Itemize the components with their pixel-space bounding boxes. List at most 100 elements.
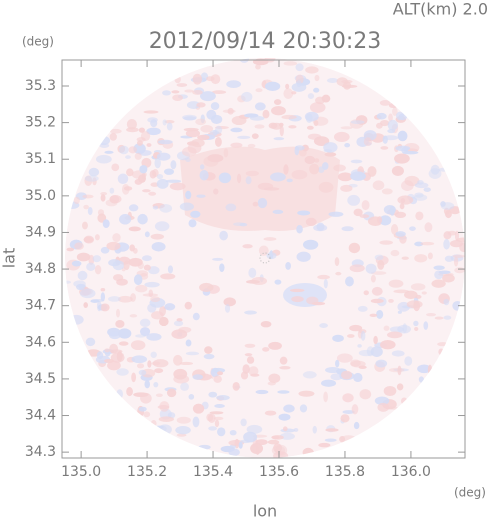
echo-speckle bbox=[95, 154, 112, 164]
echo-speckle bbox=[86, 262, 96, 272]
echo-speckle bbox=[213, 375, 222, 383]
echo-speckle bbox=[157, 139, 173, 145]
echo-speckle bbox=[379, 100, 391, 106]
echo-speckle bbox=[357, 344, 362, 348]
echo-speckle bbox=[118, 328, 132, 339]
echo-speckle bbox=[373, 335, 378, 345]
echo-speckle bbox=[294, 145, 305, 151]
echo-speckle bbox=[184, 89, 194, 93]
echo-speckle bbox=[217, 427, 226, 437]
echo-speckle bbox=[328, 211, 344, 217]
echo-speckle bbox=[210, 114, 223, 124]
echo-speckle bbox=[210, 102, 220, 111]
echo-speckle bbox=[97, 209, 105, 216]
echo-speckle bbox=[162, 119, 167, 126]
echo-speckle bbox=[143, 411, 151, 418]
echo-speckle bbox=[387, 119, 398, 131]
echo-speckle bbox=[164, 119, 175, 124]
echo-speckle bbox=[320, 379, 337, 387]
echo-speckle bbox=[179, 202, 194, 211]
echo-speckle bbox=[404, 290, 418, 299]
echo-speckle bbox=[244, 343, 256, 348]
echo-speckle bbox=[213, 416, 224, 421]
echo-speckle bbox=[283, 88, 294, 99]
echo-speckle bbox=[152, 205, 159, 210]
echo-speckle bbox=[363, 290, 369, 296]
echo-speckle bbox=[309, 163, 320, 175]
echo-speckle bbox=[169, 182, 186, 191]
echo-speckle bbox=[237, 135, 251, 140]
echo-speckle bbox=[388, 298, 394, 303]
echo-speckle bbox=[111, 163, 120, 172]
echo-speckle bbox=[414, 241, 424, 247]
echo-speckle bbox=[73, 196, 80, 205]
echo-speckle bbox=[347, 194, 361, 206]
echo-speckle bbox=[335, 359, 340, 368]
echo-speckle bbox=[336, 77, 348, 87]
echo-speckle bbox=[155, 393, 163, 398]
echo-speckle bbox=[203, 353, 215, 360]
echo-speckle bbox=[239, 58, 249, 63]
echo-speckle bbox=[242, 364, 250, 374]
echo-speckle bbox=[267, 439, 280, 445]
echo-speckle bbox=[144, 231, 150, 238]
echo-speckle bbox=[215, 125, 223, 135]
echo-speckle bbox=[423, 321, 429, 330]
echo-speckle bbox=[273, 451, 289, 458]
echo-speckle bbox=[254, 102, 266, 111]
echo-speckle bbox=[426, 313, 437, 317]
echo-speckle bbox=[443, 239, 450, 250]
echo-speckle bbox=[210, 74, 221, 85]
echo-speckle bbox=[128, 204, 139, 212]
echo-speckle bbox=[151, 311, 164, 320]
echo-speckle bbox=[242, 244, 253, 249]
echo-speckle bbox=[214, 136, 222, 147]
echo-speckle bbox=[224, 304, 231, 313]
echo-speckle bbox=[291, 169, 308, 180]
echo-speckle bbox=[144, 380, 151, 389]
echo-speckle bbox=[302, 447, 314, 458]
echo-speckle bbox=[246, 356, 255, 364]
echo-speckle bbox=[134, 178, 143, 185]
y-tick-label: 34.7 bbox=[25, 298, 56, 314]
echo-speckle bbox=[131, 355, 148, 364]
echo-speckle bbox=[404, 356, 413, 366]
echo-speckle bbox=[160, 273, 176, 280]
echo-speckle bbox=[279, 432, 295, 440]
radar-site bbox=[259, 252, 271, 264]
echo-speckle bbox=[314, 158, 320, 163]
echo-speckle bbox=[251, 133, 259, 139]
echo-speckle bbox=[171, 90, 180, 94]
echo-speckle bbox=[255, 64, 261, 70]
echo-speckle bbox=[173, 320, 184, 327]
echo-speckle bbox=[318, 442, 331, 448]
echo-speckle bbox=[297, 210, 311, 216]
echo-speckle bbox=[107, 360, 121, 371]
echo-speckle bbox=[350, 159, 363, 164]
echo-speckle bbox=[377, 260, 385, 270]
echo-speckle bbox=[341, 370, 353, 380]
echo-speckle bbox=[423, 187, 431, 192]
x-tick-label: 135.8 bbox=[325, 464, 365, 480]
echo-speckle bbox=[214, 419, 220, 428]
echo-speckle bbox=[313, 120, 319, 127]
echo-speckle bbox=[444, 255, 454, 262]
echo-speckle bbox=[162, 90, 171, 96]
y-tick-label: 34.9 bbox=[25, 224, 56, 240]
echo-speckle bbox=[100, 288, 106, 292]
echo-speckle bbox=[174, 75, 181, 84]
y-unit: (deg) bbox=[22, 35, 54, 49]
echo-speckle bbox=[102, 219, 110, 229]
echo-speckle bbox=[361, 200, 370, 211]
echo-speckle bbox=[147, 360, 152, 368]
echo-speckle bbox=[340, 126, 353, 130]
echo-speckle bbox=[92, 255, 101, 263]
echo-speckle bbox=[192, 89, 203, 95]
echo-speckle bbox=[386, 331, 403, 339]
echo-speckle bbox=[76, 252, 91, 262]
echo-speckle bbox=[273, 137, 285, 141]
echo-speckle bbox=[81, 221, 88, 230]
echo-speckle bbox=[110, 349, 123, 354]
echo-speckle bbox=[236, 173, 242, 184]
echo-speckle bbox=[134, 152, 142, 160]
